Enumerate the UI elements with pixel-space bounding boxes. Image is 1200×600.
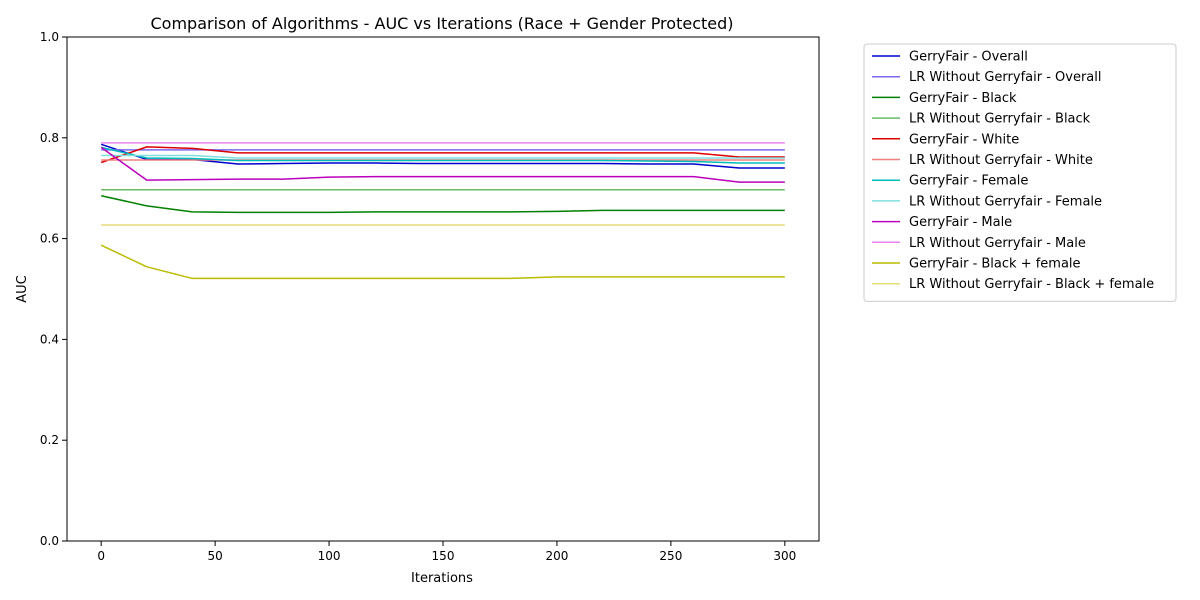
plot-area [100, 142, 785, 280]
legend-label: GerryFair - Overall [909, 50, 1028, 65]
legend-label: GerryFair - Black + female [909, 257, 1081, 272]
legend-label: LR Without Gerryfair - Female [909, 194, 1102, 209]
series-line-11 [100, 244, 785, 280]
series-line-9 [100, 146, 785, 183]
legend-label: GerryFair - White [909, 132, 1019, 147]
y-tick-label: 0.0 [40, 534, 59, 548]
x-tick-label: 250 [659, 549, 682, 563]
x-tick-label: 0 [97, 549, 105, 563]
series-line-1 [100, 143, 785, 169]
legend-label: LR Without Gerryfair - Black + female [909, 277, 1154, 292]
legend-box [863, 43, 1177, 302]
x-tick-label: 300 [773, 549, 796, 563]
x-tick-label: 200 [545, 549, 568, 563]
y-tick-label: 0.4 [40, 332, 59, 346]
y-tick-label: 1.0 [40, 30, 59, 44]
legend-label: GerryFair - Female [909, 174, 1028, 189]
x-tick-label: 50 [207, 549, 222, 563]
y-axis-label: AUC [15, 275, 30, 303]
axes: 0 50 100 150 200 250 300 0.0 0.2 0.4 0.6 0.8 1.0 [40, 30, 820, 563]
legend-label: GerryFair - Male [909, 215, 1012, 230]
chart-title: Comparison of Algorithms - AUC vs Iterat… [150, 14, 733, 33]
x-tick-label: 100 [318, 549, 341, 563]
series-line-8 [101, 154, 785, 159]
legend-label: GerryFair - Black [909, 91, 1017, 106]
legend: GerryFair - Overall LR Without Gerryfair … [863, 43, 1177, 302]
legend-label: LR Without Gerryfair - Overall [909, 70, 1102, 85]
series-line-5 [100, 146, 785, 164]
x-tick-label: 150 [432, 549, 455, 563]
legend-label: LR Without Gerryfair - Male [909, 236, 1086, 251]
x-axis-label: Iterations [411, 571, 473, 586]
y-tick-label: 0.6 [40, 232, 59, 246]
series-line-7 [101, 146, 785, 164]
legend-label: LR Without Gerryfair - Black [909, 112, 1091, 127]
y-tick-label: 0.2 [40, 433, 59, 447]
series-line-3 [101, 195, 785, 214]
legend-label: LR Without Gerryfair - White [909, 153, 1093, 168]
y-tick-label: 0.8 [40, 131, 59, 145]
plot-frame [66, 36, 820, 542]
